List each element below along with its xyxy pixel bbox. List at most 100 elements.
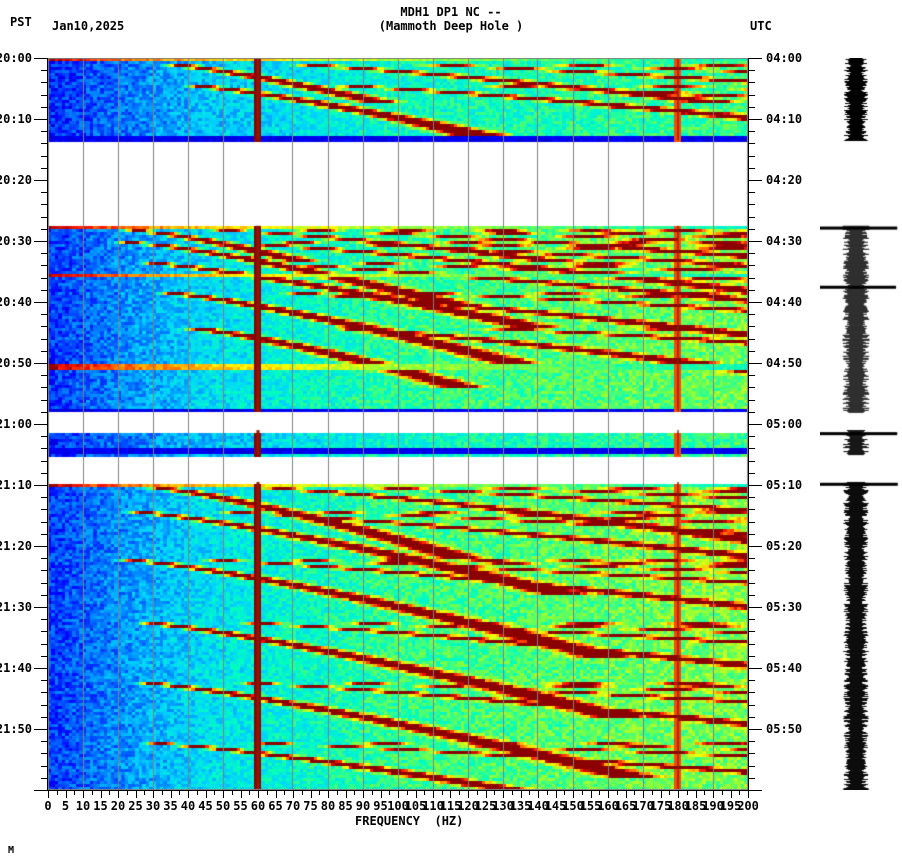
time-label-pst: 21:40 xyxy=(0,661,32,675)
time-tick-major xyxy=(748,180,762,181)
timezone-label-left: PST xyxy=(10,15,32,29)
freq-label: 20 xyxy=(110,799,126,813)
time-tick-minor xyxy=(748,204,755,206)
time-tick-minor xyxy=(748,692,755,694)
time-tick-minor xyxy=(748,277,755,279)
time-label-pst: 20:00 xyxy=(0,51,32,65)
time-tick-minor xyxy=(41,204,48,206)
time-tick-minor xyxy=(748,350,755,352)
freq-label: 190 xyxy=(702,799,724,813)
time-tick-minor xyxy=(41,216,48,218)
freq-tick-major xyxy=(661,790,662,798)
time-tick-minor xyxy=(748,765,755,767)
freq-tick-minor xyxy=(477,790,478,795)
freq-tick-major xyxy=(608,790,609,798)
seismogram-trace-panel xyxy=(820,58,902,790)
time-tick-major xyxy=(748,119,762,120)
time-label-utc: 05:20 xyxy=(766,539,803,553)
time-tick-minor xyxy=(748,497,755,499)
freq-tick-minor xyxy=(109,790,110,795)
time-tick-major xyxy=(34,180,48,181)
time-tick-minor xyxy=(41,399,48,401)
time-label-pst: 21:30 xyxy=(0,600,32,614)
corner-mark: M xyxy=(8,845,15,856)
time-tick-minor xyxy=(748,521,755,523)
freq-tick-minor xyxy=(249,790,250,795)
time-label-pst: 20:10 xyxy=(0,112,32,126)
freq-tick-minor xyxy=(354,790,355,795)
freq-label: 140 xyxy=(527,799,549,813)
freq-tick-major xyxy=(696,790,697,798)
freq-tick-major xyxy=(450,790,451,798)
time-tick-minor xyxy=(748,680,755,682)
freq-tick-major xyxy=(101,790,102,798)
freq-tick-minor xyxy=(74,790,75,795)
time-tick-minor xyxy=(748,82,755,84)
time-tick-minor xyxy=(748,167,755,169)
date-label: Jan10,2025 xyxy=(52,19,125,33)
freq-label: 0 xyxy=(44,799,52,813)
freq-tick-minor xyxy=(267,790,268,795)
spectrogram-canvas[interactable] xyxy=(48,58,748,790)
time-axis-utc: 04:00 04:10 04:20 04:30 04:40 04:50 05:00 05:10… xyxy=(748,51,858,791)
time-tick-minor xyxy=(748,741,755,743)
freq-tick-minor xyxy=(687,790,688,795)
time-label-utc: 04:30 xyxy=(766,234,803,248)
freq-tick-minor xyxy=(512,790,513,795)
time-tick-minor xyxy=(41,521,48,523)
time-tick-minor xyxy=(748,472,755,474)
freq-label: 80 xyxy=(320,799,336,813)
time-tick-minor xyxy=(748,106,755,108)
time-tick-minor xyxy=(748,314,755,316)
freq-tick-major xyxy=(573,790,574,798)
time-tick-major xyxy=(34,424,48,425)
time-tick-minor xyxy=(41,472,48,474)
freq-tick-major xyxy=(206,790,207,798)
time-tick-minor xyxy=(41,582,48,584)
time-tick-minor xyxy=(41,741,48,743)
freq-tick-major xyxy=(626,790,627,798)
time-tick-major xyxy=(748,241,762,242)
freq-tick-minor xyxy=(739,790,740,795)
freq-tick-minor xyxy=(162,790,163,795)
time-tick-major xyxy=(34,729,48,730)
freq-tick-major xyxy=(731,790,732,798)
freq-label: 15 xyxy=(93,799,108,813)
time-tick-minor xyxy=(41,509,48,511)
freq-label: 95 xyxy=(373,799,388,813)
freq-label: 120 xyxy=(457,799,479,813)
time-label-utc: 05:40 xyxy=(766,661,803,675)
freq-label: 200 xyxy=(737,799,759,813)
time-tick-minor xyxy=(41,326,48,328)
time-tick-minor xyxy=(41,692,48,694)
freq-tick-major xyxy=(748,790,749,798)
freq-tick-minor xyxy=(389,790,390,795)
time-label-pst: 21:20 xyxy=(0,539,32,553)
freq-label: 70 xyxy=(285,799,301,813)
freq-tick-major xyxy=(153,790,154,798)
spectrogram-plot[interactable] xyxy=(48,58,748,790)
freq-tick-minor xyxy=(617,790,618,795)
freq-tick-minor xyxy=(232,790,233,795)
freq-label: 150 xyxy=(562,799,584,813)
time-tick-minor xyxy=(748,228,755,230)
time-label-utc: 05:00 xyxy=(766,417,803,431)
time-tick-minor xyxy=(748,716,755,718)
time-tick-minor xyxy=(41,82,48,84)
freq-tick-minor xyxy=(442,790,443,795)
time-tick-minor xyxy=(748,338,755,340)
time-tick-minor xyxy=(41,265,48,267)
freq-label: 40 xyxy=(180,799,196,813)
time-tick-minor xyxy=(41,167,48,169)
freq-label: 110 xyxy=(422,799,444,813)
time-tick-major xyxy=(34,119,48,120)
time-tick-major xyxy=(748,363,762,364)
time-tick-minor xyxy=(41,765,48,767)
time-tick-major xyxy=(34,607,48,608)
time-tick-major xyxy=(748,668,762,669)
freq-tick-minor xyxy=(459,790,460,795)
axis-spine xyxy=(748,58,749,790)
freq-label: 165 xyxy=(614,799,637,813)
time-tick-major xyxy=(34,363,48,364)
time-label-pst: 20:40 xyxy=(0,295,32,309)
